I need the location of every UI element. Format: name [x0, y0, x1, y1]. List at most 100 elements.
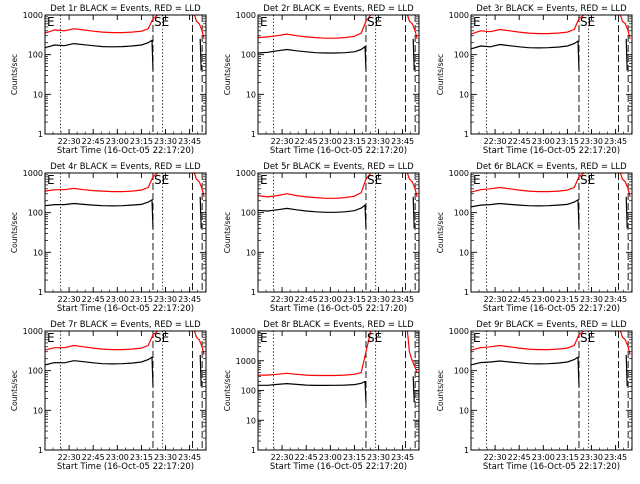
lld-rate-line: [45, 15, 159, 34]
events-rate-line: [45, 199, 154, 229]
lld-rate-line: [258, 15, 372, 39]
x-axis-label: Start Time (16-Oct-05 22:17:20): [270, 304, 407, 314]
x-tick-label: 23:15: [343, 453, 366, 462]
panel-det-5: Det 5r BLACK = Events, RED = LLD 1 10 100 10…: [223, 162, 420, 314]
x-tick-label: 23:30: [580, 137, 603, 146]
panel-title: Det 9r BLACK = Events, RED = LLD: [476, 320, 627, 330]
corner-label-e: E: [260, 15, 268, 29]
x-tick-label: 23:00: [532, 295, 555, 304]
x-axis-label: Start Time (16-Oct-05 22:17:20): [57, 304, 194, 314]
y-tick-label: 10: [246, 90, 256, 99]
y-tick-label: 10: [246, 248, 256, 257]
y-tick-label: 1000: [236, 357, 256, 366]
corner-label-e: E: [47, 331, 55, 345]
x-tick-label: 22:30: [271, 453, 294, 462]
lld-rate-line: [193, 15, 205, 40]
x-tick-label: 22:45: [508, 453, 531, 462]
y-tick-label: 10: [459, 406, 469, 415]
panel-title: Det 1r BLACK = Events, RED = LLD: [50, 4, 201, 14]
y-tick-label: 1000: [236, 169, 256, 178]
x-axis-label: Start Time (16-Oct-05 22:17:20): [483, 304, 620, 314]
plot-data: [45, 15, 205, 134]
lld-rate-line: [45, 331, 159, 351]
panel-title: Det 8r BLACK = Events, RED = LLD: [263, 320, 414, 330]
x-axis-label: Start Time (16-Oct-05 22:17:20): [483, 146, 620, 156]
lld-rate-line: [258, 173, 372, 199]
y-tick-label: 1000: [23, 327, 43, 336]
x-tick-label: 22:30: [484, 295, 507, 304]
plot-data: [258, 331, 418, 450]
lld-rate-line: [471, 331, 585, 351]
corner-label-e: E: [473, 331, 481, 345]
x-tick-label: 23:45: [604, 295, 627, 304]
y-tick-label: 10: [459, 90, 469, 99]
plot-data: [45, 331, 205, 450]
corner-label-e: E: [473, 173, 481, 187]
plot-data: [471, 331, 631, 450]
panel-det-9: Det 9r BLACK = Events, RED = LLD 1 10 100 10…: [436, 320, 633, 472]
y-tick-label: 10: [246, 416, 256, 425]
events-rate-line: [258, 380, 367, 403]
plot-frame: [257, 172, 420, 293]
events-rate-line: [412, 376, 415, 403]
y-tick-label: 10000: [231, 327, 256, 336]
lld-rate-line: [406, 331, 418, 373]
y-axis-label: Counts/sec: [10, 370, 19, 411]
y-tick-label: 100: [241, 51, 256, 60]
y-tick-label: 1: [251, 446, 256, 455]
panel-det-8: Det 8r BLACK = Events, RED = LLD 1 10 100 10…: [223, 320, 420, 472]
x-tick-label: 22:45: [295, 295, 318, 304]
y-tick-label: 1000: [449, 169, 469, 178]
x-tick-label: 23:00: [106, 453, 129, 462]
x-tick-label: 23:00: [532, 137, 555, 146]
x-tick-label: 22:45: [295, 453, 318, 462]
x-tick-label: 23:45: [178, 453, 201, 462]
x-tick-label: 23:00: [106, 137, 129, 146]
x-tick-label: 22:30: [58, 137, 81, 146]
x-tick-label: 23:45: [604, 137, 627, 146]
y-tick-label: 1: [251, 288, 256, 297]
corner-label-se: SE: [580, 331, 595, 345]
y-tick-label: 1: [464, 288, 469, 297]
lld-rate-line: [619, 15, 631, 40]
x-tick-label: 23:00: [319, 137, 342, 146]
panel-det-6: Det 6r BLACK = Events, RED = LLD 1 10 100 10…: [436, 162, 633, 314]
plot-data: [45, 173, 205, 292]
plot-data: [258, 173, 418, 292]
x-axis-label: Start Time (16-Oct-05 22:17:20): [57, 146, 194, 156]
y-tick-label: 1: [464, 130, 469, 139]
x-tick-label: 23:15: [556, 295, 579, 304]
y-axis-label: Counts/sec: [436, 370, 445, 411]
plot-data: [471, 173, 631, 292]
corner-label-e: E: [473, 15, 481, 29]
x-tick-label: 23:30: [580, 453, 603, 462]
plot-data: [471, 15, 631, 134]
events-rate-line: [471, 356, 580, 387]
x-tick-label: 22:45: [508, 295, 531, 304]
y-axis-label: Counts/sec: [10, 212, 19, 253]
x-tick-label: 22:45: [508, 137, 531, 146]
x-tick-label: 23:30: [367, 453, 390, 462]
lld-rate-line: [193, 173, 205, 198]
x-tick-label: 23:30: [367, 137, 390, 146]
y-tick-label: 10: [459, 248, 469, 257]
x-tick-label: 22:30: [58, 453, 81, 462]
x-axis-label: Start Time (16-Oct-05 22:17:20): [57, 462, 194, 472]
y-tick-label: 1: [251, 130, 256, 139]
plot-frame: [257, 14, 420, 135]
corner-label-se: SE: [154, 173, 169, 187]
plot-data: [258, 15, 418, 134]
y-tick-label: 100: [28, 209, 43, 218]
x-tick-label: 23:30: [154, 453, 177, 462]
x-tick-label: 22:30: [58, 295, 81, 304]
y-tick-label: 100: [241, 209, 256, 218]
panel-det-2: Det 2r BLACK = Events, RED = LLD 1 10 100 10…: [223, 4, 420, 156]
y-tick-label: 1: [38, 446, 43, 455]
panel-title: Det 6r BLACK = Events, RED = LLD: [476, 162, 627, 172]
lld-rate-line: [193, 331, 205, 356]
y-tick-label: 100: [454, 51, 469, 60]
corner-label-e: E: [260, 173, 268, 187]
lld-rate-line: [471, 173, 585, 193]
panel-title: Det 4r BLACK = Events, RED = LLD: [50, 162, 201, 172]
